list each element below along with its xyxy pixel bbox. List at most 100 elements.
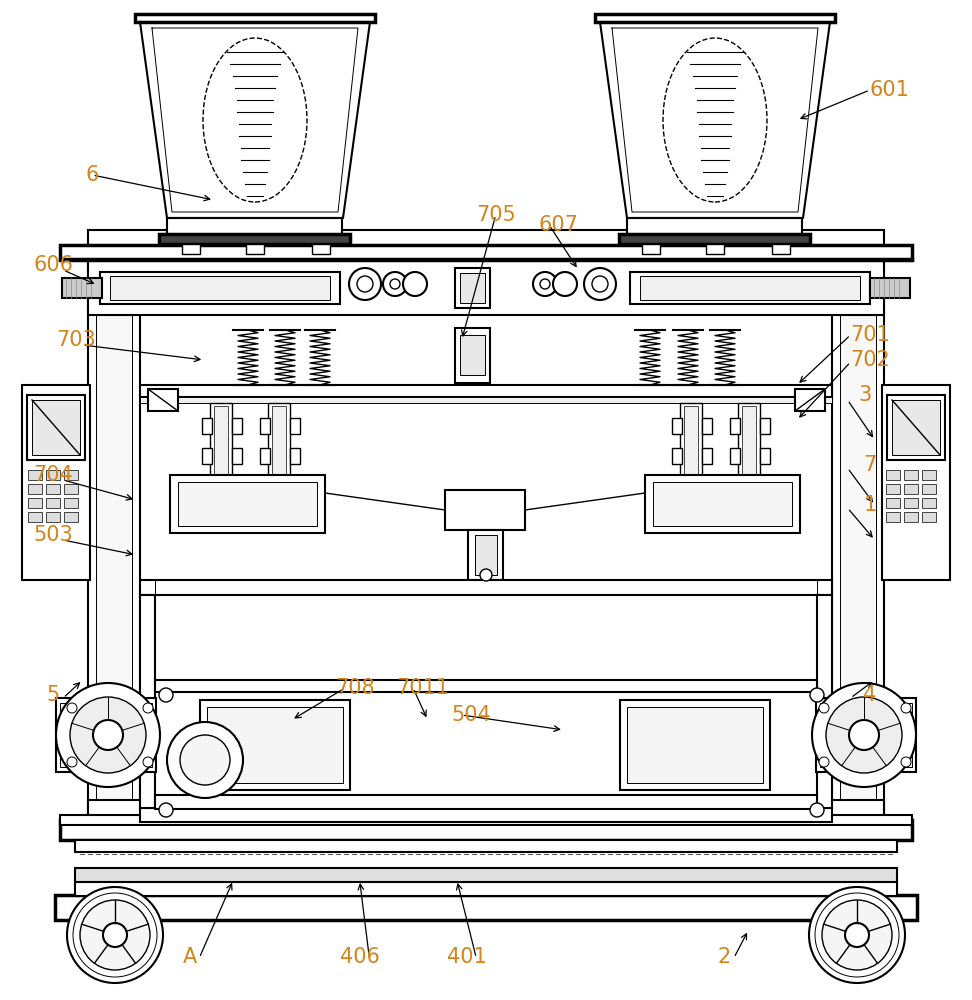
Circle shape xyxy=(93,720,123,750)
Bar xyxy=(140,385,832,397)
Bar xyxy=(922,470,936,480)
Circle shape xyxy=(180,735,230,785)
Circle shape xyxy=(826,697,902,773)
Bar xyxy=(272,406,286,488)
Bar xyxy=(730,448,740,464)
Bar xyxy=(178,482,317,526)
Bar xyxy=(167,218,342,236)
Circle shape xyxy=(480,569,492,581)
Circle shape xyxy=(159,688,173,702)
Bar xyxy=(904,498,918,508)
Text: 703: 703 xyxy=(56,330,95,350)
Bar xyxy=(460,273,485,303)
Bar xyxy=(475,535,497,575)
Circle shape xyxy=(809,887,905,983)
Bar xyxy=(290,448,300,464)
Bar xyxy=(672,448,682,464)
Circle shape xyxy=(592,276,608,292)
Bar xyxy=(88,245,140,820)
Bar xyxy=(886,512,900,522)
Polygon shape xyxy=(140,22,370,218)
Circle shape xyxy=(822,900,892,970)
Bar xyxy=(760,448,770,464)
Circle shape xyxy=(143,757,153,767)
Bar xyxy=(817,595,832,808)
Bar xyxy=(155,680,817,692)
Text: 5: 5 xyxy=(47,685,60,705)
Bar xyxy=(922,512,936,522)
Bar xyxy=(642,244,660,254)
Bar xyxy=(100,272,340,304)
Bar xyxy=(140,808,832,822)
Bar xyxy=(96,245,132,820)
Circle shape xyxy=(349,268,381,300)
Bar xyxy=(207,707,343,783)
Bar xyxy=(182,244,200,254)
Text: A: A xyxy=(183,947,196,967)
Bar xyxy=(56,698,156,772)
Bar xyxy=(46,512,60,522)
Text: 606: 606 xyxy=(33,255,74,275)
Text: 2: 2 xyxy=(717,947,731,967)
Bar xyxy=(28,484,42,494)
Bar xyxy=(64,498,78,508)
Bar xyxy=(455,268,490,308)
Bar xyxy=(886,484,900,494)
Text: 401: 401 xyxy=(447,947,486,967)
Bar xyxy=(706,244,724,254)
Text: 503: 503 xyxy=(34,525,73,545)
Circle shape xyxy=(80,900,150,970)
Bar xyxy=(28,498,42,508)
Bar xyxy=(627,707,763,783)
Circle shape xyxy=(584,268,616,300)
Bar xyxy=(75,880,897,896)
Circle shape xyxy=(812,683,916,787)
Bar xyxy=(653,482,792,526)
Ellipse shape xyxy=(203,38,307,202)
Bar xyxy=(702,448,712,464)
Bar xyxy=(468,530,503,580)
Bar xyxy=(159,234,350,244)
Bar xyxy=(904,512,918,522)
Bar xyxy=(460,335,485,375)
Bar xyxy=(795,389,825,411)
Circle shape xyxy=(849,720,879,750)
Text: 7: 7 xyxy=(863,455,877,475)
Circle shape xyxy=(70,697,146,773)
Bar xyxy=(820,703,912,767)
Bar xyxy=(260,418,270,434)
Bar xyxy=(140,580,832,595)
Bar xyxy=(840,245,876,820)
Bar xyxy=(290,418,300,434)
Text: 3: 3 xyxy=(858,385,872,405)
Text: 704: 704 xyxy=(34,465,73,485)
Bar xyxy=(202,448,212,464)
Bar xyxy=(627,218,802,236)
Text: 705: 705 xyxy=(476,205,515,225)
Circle shape xyxy=(56,683,160,787)
Bar xyxy=(88,260,884,315)
Bar xyxy=(738,403,760,493)
Circle shape xyxy=(819,757,829,767)
Circle shape xyxy=(533,272,557,296)
Bar xyxy=(200,700,350,790)
Ellipse shape xyxy=(663,38,767,202)
Bar xyxy=(135,14,375,22)
Text: 7011: 7011 xyxy=(397,678,449,698)
Bar xyxy=(595,14,835,22)
Bar xyxy=(760,418,770,434)
Circle shape xyxy=(845,923,869,947)
Text: 6: 6 xyxy=(86,165,99,185)
Bar xyxy=(60,245,912,259)
Bar xyxy=(702,418,712,434)
Bar xyxy=(922,484,936,494)
Bar xyxy=(110,276,330,300)
Bar xyxy=(60,815,912,825)
Bar xyxy=(260,448,270,464)
Bar xyxy=(904,484,918,494)
Bar xyxy=(64,484,78,494)
Text: 701: 701 xyxy=(850,325,889,345)
Bar xyxy=(742,406,756,488)
Text: 406: 406 xyxy=(339,947,380,967)
Circle shape xyxy=(810,688,824,702)
